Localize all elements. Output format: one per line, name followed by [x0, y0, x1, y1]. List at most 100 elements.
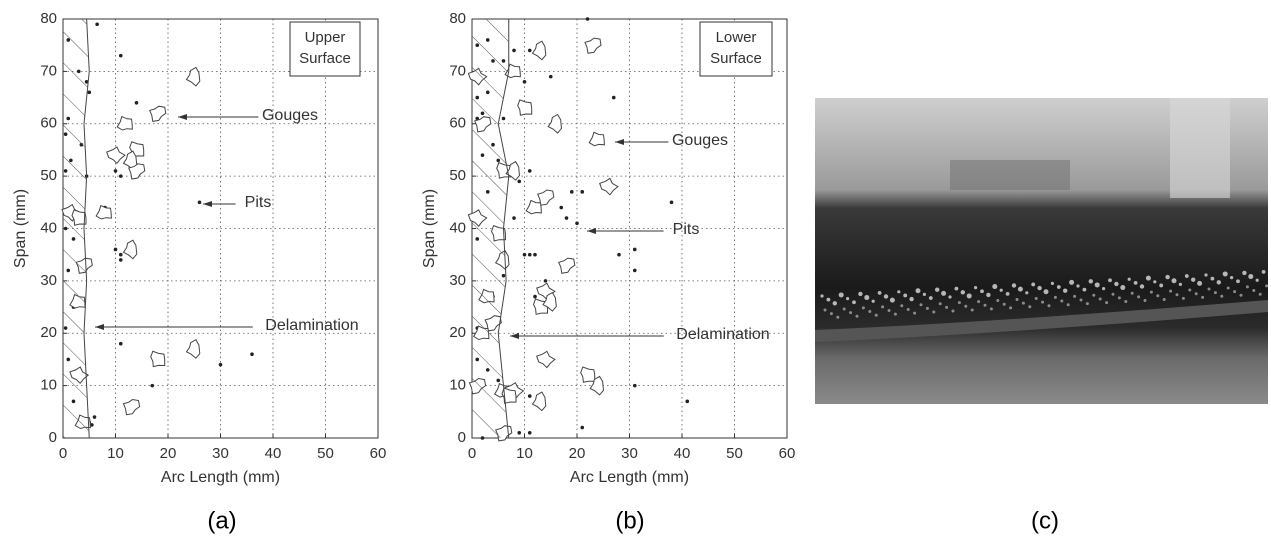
- pit: [512, 48, 516, 53]
- y-tick-label: 50: [449, 167, 466, 184]
- x-tick-label: 20: [569, 445, 586, 462]
- droplet: [1079, 298, 1083, 302]
- pit: [118, 258, 123, 262]
- droplet: [1108, 278, 1112, 283]
- pit: [118, 174, 123, 178]
- pit: [527, 48, 532, 53]
- pit: [150, 383, 155, 388]
- pit: [501, 116, 506, 121]
- droplet: [1028, 305, 1032, 309]
- droplet: [1245, 285, 1249, 289]
- droplet: [1165, 274, 1170, 280]
- droplet: [983, 303, 987, 307]
- x-tick-label: 0: [59, 445, 67, 462]
- gouge: [95, 204, 112, 220]
- droplet: [989, 307, 993, 311]
- droplet: [970, 308, 974, 312]
- pit: [87, 90, 92, 95]
- x-tick-label: 50: [317, 445, 334, 462]
- annotation: Gouges: [672, 132, 728, 149]
- x-tick-label: 0: [468, 445, 476, 462]
- droplet: [1265, 284, 1269, 288]
- droplet: [836, 315, 840, 319]
- droplet: [1216, 280, 1222, 285]
- droplet: [1188, 288, 1192, 292]
- droplet: [1076, 284, 1080, 288]
- y-tick-label: 30: [449, 272, 466, 289]
- droplet: [881, 305, 885, 309]
- panel-label: Upper: [305, 29, 346, 46]
- droplet: [1060, 299, 1064, 303]
- pit: [118, 252, 123, 257]
- x-tick-label: 60: [370, 445, 387, 462]
- pit: [580, 190, 585, 194]
- droplet: [826, 297, 831, 302]
- droplet: [938, 302, 942, 306]
- annotation: Pits: [245, 194, 272, 211]
- droplet: [852, 300, 856, 305]
- y-tick-label: 30: [40, 272, 57, 289]
- pit: [548, 74, 553, 79]
- droplet: [1117, 296, 1121, 300]
- droplet: [861, 306, 865, 310]
- droplet: [1230, 276, 1234, 280]
- droplet: [909, 296, 914, 302]
- droplet: [1005, 291, 1010, 296]
- gouge: [537, 189, 555, 206]
- droplet: [1082, 287, 1087, 292]
- x-tick-label: 40: [674, 445, 691, 462]
- droplet: [935, 287, 940, 292]
- droplet: [957, 301, 961, 305]
- droplet: [1222, 271, 1228, 277]
- pit: [580, 425, 585, 430]
- annotation: Pits: [673, 221, 700, 238]
- droplet: [864, 295, 870, 301]
- droplet: [1002, 302, 1006, 306]
- pit: [90, 423, 94, 427]
- droplet: [974, 286, 978, 290]
- droplet: [1252, 289, 1256, 293]
- pit: [527, 394, 532, 398]
- y-axis-label: Span (mm): [421, 189, 438, 268]
- pit: [522, 80, 527, 84]
- droplet: [855, 314, 859, 318]
- droplet: [1139, 284, 1145, 289]
- droplet: [1034, 296, 1038, 300]
- droplet: [1236, 279, 1240, 284]
- gouge: [547, 113, 563, 134]
- droplet: [1159, 283, 1164, 288]
- droplet: [887, 309, 891, 312]
- droplet: [1056, 285, 1061, 289]
- droplet: [1191, 277, 1196, 282]
- x-tick-label: 10: [516, 445, 533, 462]
- droplet: [1041, 300, 1045, 304]
- droplet: [1021, 301, 1025, 305]
- pit: [543, 279, 548, 283]
- x-tick-label: 20: [160, 445, 177, 462]
- photo-blur: [950, 160, 1070, 190]
- droplet: [951, 309, 955, 313]
- gouge: [517, 99, 533, 116]
- pit: [197, 200, 202, 205]
- y-tick-label: 80: [40, 10, 57, 27]
- droplet: [919, 303, 923, 307]
- y-tick-label: 0: [49, 429, 57, 446]
- droplet: [900, 304, 904, 308]
- gouge: [122, 239, 138, 260]
- x-axis-label: Arc Length (mm): [161, 469, 280, 486]
- arrow-head: [95, 324, 104, 330]
- droplet: [1015, 298, 1019, 301]
- gouge: [558, 257, 576, 274]
- delamination-region: [472, 19, 509, 438]
- droplet: [838, 292, 844, 298]
- droplet: [1069, 279, 1075, 285]
- pit: [617, 252, 621, 257]
- droplet: [966, 293, 972, 299]
- droplet: [1226, 286, 1230, 290]
- gouge: [185, 66, 201, 87]
- droplet: [1127, 277, 1131, 281]
- x-tick-label: 40: [265, 445, 282, 462]
- droplet: [1149, 290, 1153, 294]
- caption: (a): [207, 507, 236, 534]
- panel-label-box: [289, 21, 361, 77]
